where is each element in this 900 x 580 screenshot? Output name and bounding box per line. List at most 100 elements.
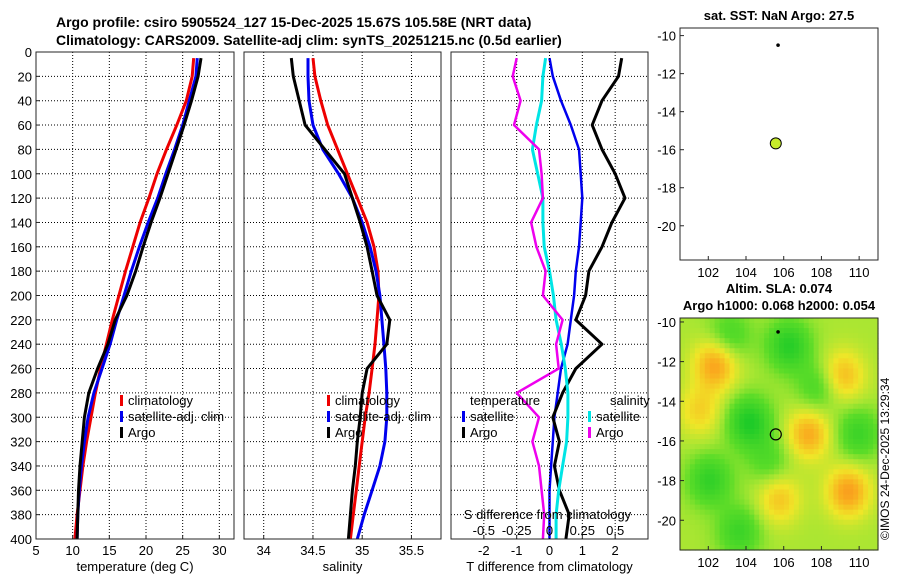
sla-cell xyxy=(729,464,736,470)
sla-cell xyxy=(759,439,765,445)
sla-cell xyxy=(680,499,686,506)
sla-cell xyxy=(838,444,844,450)
sla-cell xyxy=(729,343,736,349)
sla-cell xyxy=(704,504,711,511)
sla-cell xyxy=(828,378,835,385)
sla-cell xyxy=(853,323,859,329)
sla-cell xyxy=(709,529,716,536)
sla-cell xyxy=(783,539,790,546)
sla-cell xyxy=(734,469,740,475)
sla-cell xyxy=(818,353,825,359)
sla-cell xyxy=(714,373,721,380)
x-tick-label: 34.5 xyxy=(300,543,325,558)
sla-cell xyxy=(699,403,706,410)
sla-cell xyxy=(764,368,770,375)
sla-cell xyxy=(704,529,711,536)
sla-cell xyxy=(709,469,716,475)
sla-cell xyxy=(793,524,800,531)
x-axis-label: T difference from climatology xyxy=(466,559,633,574)
sla-cell xyxy=(823,338,830,344)
sla-cell xyxy=(759,398,765,405)
sla-cell xyxy=(694,444,701,450)
series-line-climatology xyxy=(73,57,196,540)
sla-cell xyxy=(813,413,820,420)
sla-cell xyxy=(788,499,795,506)
sla-cell xyxy=(694,428,701,435)
sla-cell xyxy=(719,368,726,375)
sla-cell xyxy=(873,544,879,551)
sla-cell xyxy=(729,403,736,410)
sla-cell xyxy=(833,474,839,480)
sla-cell xyxy=(734,408,740,415)
sla-cell xyxy=(739,509,745,516)
sla-cell xyxy=(803,534,810,541)
sla-cell xyxy=(764,529,770,536)
sla-cell xyxy=(823,333,830,339)
sla-cell xyxy=(873,393,879,400)
sla-cell xyxy=(873,358,879,364)
sla-cell xyxy=(808,499,815,506)
sla-cell xyxy=(793,428,800,435)
sla-cell xyxy=(803,479,810,486)
sla-cell xyxy=(744,524,750,531)
sla-cell xyxy=(694,464,701,470)
sla-cell xyxy=(868,469,874,475)
sla-cell xyxy=(808,469,815,475)
sla-cell xyxy=(709,343,716,349)
sla-cell xyxy=(714,524,721,531)
sla-cell xyxy=(719,373,726,380)
sla-cell xyxy=(779,524,785,531)
sla-cell xyxy=(868,459,874,465)
sla-cell xyxy=(769,388,775,395)
sla-cell xyxy=(749,388,755,395)
sla-cell xyxy=(798,363,805,370)
sst-y-tick-label: -14 xyxy=(657,105,676,120)
sla-cell xyxy=(803,333,810,339)
sla-cell xyxy=(868,504,874,511)
sla-cell xyxy=(868,353,874,359)
sla-cell xyxy=(680,418,686,425)
sla-cell xyxy=(759,363,765,370)
sla-cell xyxy=(828,428,835,435)
sla-cell xyxy=(858,428,864,435)
sla-cell xyxy=(793,489,800,496)
sla-cell xyxy=(774,474,780,480)
sla-cell xyxy=(719,524,726,531)
sla-cell xyxy=(823,499,830,506)
sla-cell xyxy=(843,519,849,526)
sla-cell xyxy=(689,358,696,364)
sla-cell xyxy=(689,423,696,430)
sla-cell xyxy=(774,363,780,370)
sla-cell xyxy=(873,494,879,501)
sla-cell xyxy=(749,524,755,531)
sla-cell xyxy=(689,393,696,400)
sla-cell xyxy=(729,378,736,385)
x-tick-label: 0 xyxy=(546,543,553,558)
sla-cell xyxy=(808,413,815,420)
sla-cell xyxy=(818,439,825,445)
sla-cell xyxy=(808,529,815,536)
sla-cell xyxy=(699,398,706,405)
sla-cell xyxy=(873,474,879,480)
sst-x-tick-label: 106 xyxy=(773,265,795,280)
sla-cell xyxy=(694,479,701,486)
sla-cell xyxy=(754,444,760,450)
sla-cell xyxy=(749,383,755,390)
sla-cell xyxy=(764,403,770,410)
sla-cell xyxy=(754,398,760,405)
sla-cell xyxy=(684,398,691,405)
sla-cell xyxy=(833,413,839,420)
sla-cell xyxy=(793,514,800,521)
sla-cell xyxy=(754,524,760,531)
temp-legend-swatch xyxy=(120,411,123,422)
sla-cell xyxy=(853,383,859,390)
sla-cell xyxy=(818,383,825,390)
sla-cell xyxy=(793,323,800,329)
sla-cell xyxy=(823,524,830,531)
sla-cell xyxy=(699,378,706,385)
sla-cell xyxy=(769,484,775,491)
sla-cell xyxy=(714,469,721,475)
sla-cell xyxy=(788,388,795,395)
x-tick-label: 1 xyxy=(579,543,586,558)
temp-legend-swatch xyxy=(120,395,123,406)
